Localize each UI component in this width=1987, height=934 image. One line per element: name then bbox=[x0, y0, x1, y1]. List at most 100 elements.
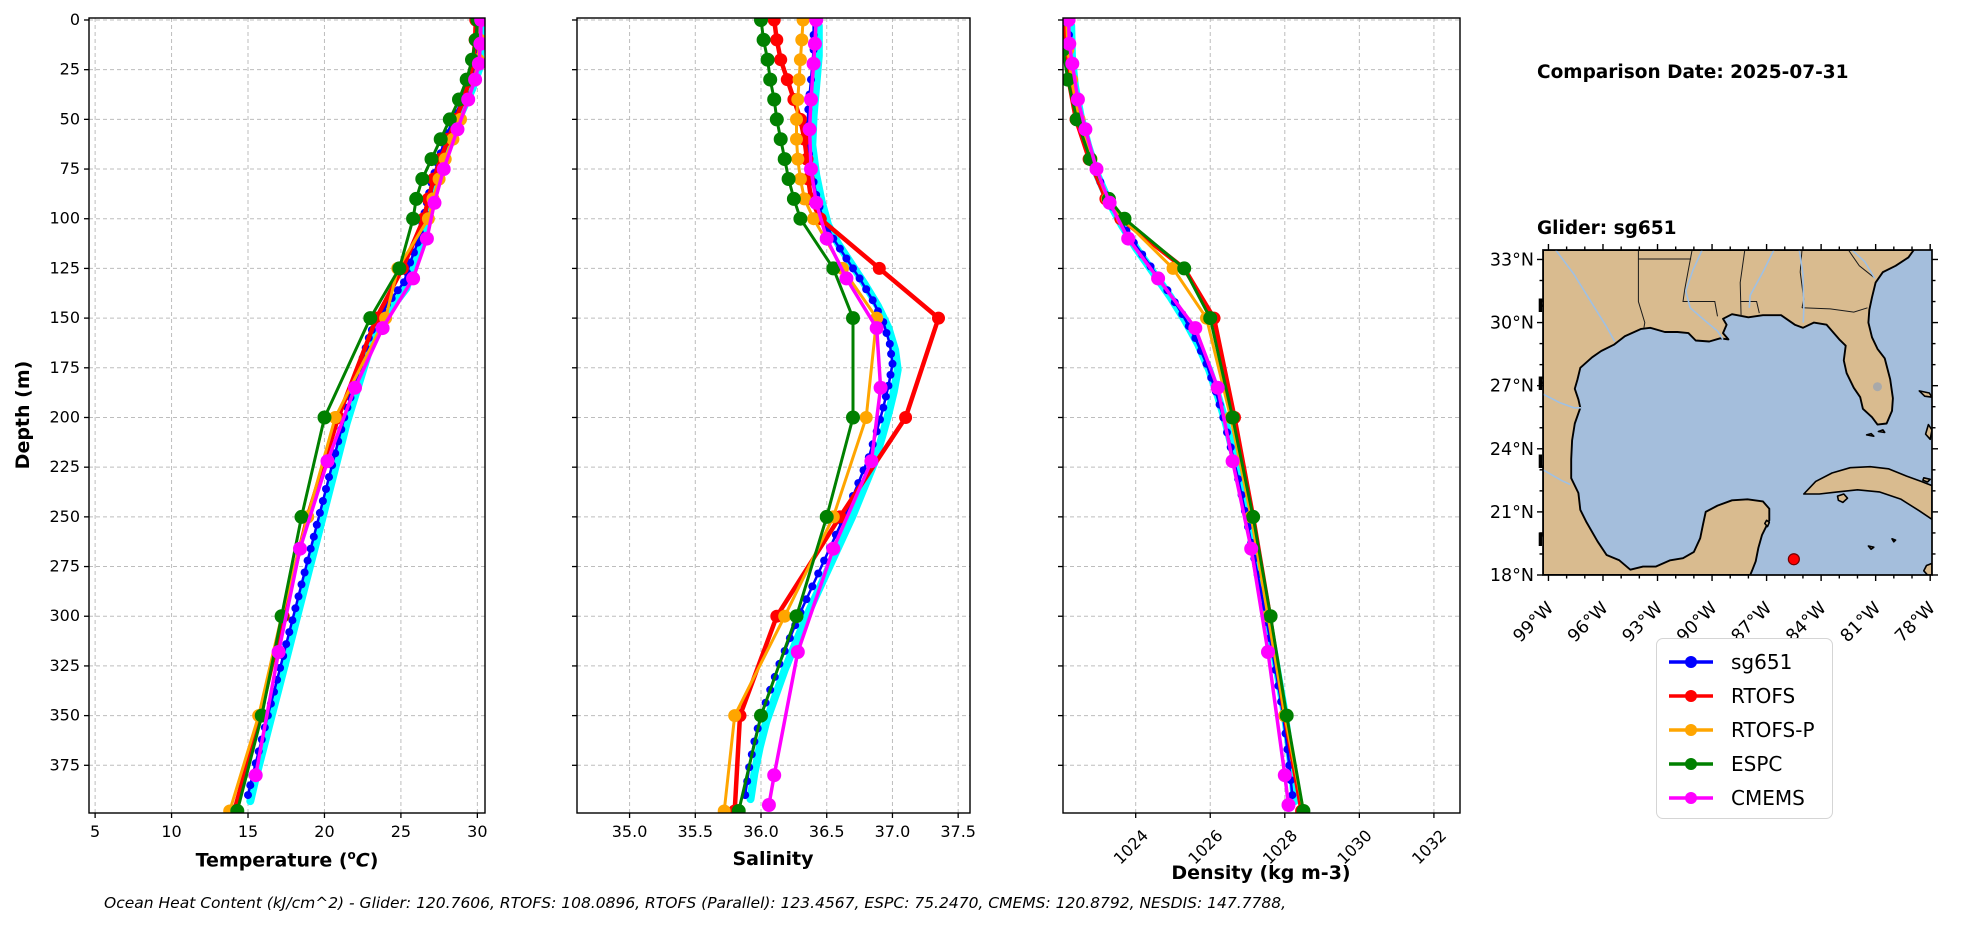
svg-text:125: 125 bbox=[49, 258, 80, 277]
legend-label: CMEMS bbox=[1731, 786, 1805, 810]
tick-labels: 35.0 35.5 36.0 36.5 37.0 37.5 bbox=[612, 822, 976, 841]
legend-label: RTOFS bbox=[1731, 684, 1796, 708]
svg-text:225: 225 bbox=[49, 457, 80, 476]
svg-text:0: 0 bbox=[70, 10, 80, 29]
legend: sg651 RTOFS RTOFS-P ESPC CMEMS bbox=[1656, 638, 1833, 819]
svg-text:27°N: 27°N bbox=[1490, 377, 1534, 397]
svg-text:37.5: 37.5 bbox=[940, 822, 976, 841]
temperature-axis-label: Temperature (oC) bbox=[195, 848, 379, 872]
series-markers-CMEMS bbox=[1063, 18, 1296, 812]
land-polygon bbox=[1543, 250, 1915, 575]
land-polygon bbox=[1803, 465, 1932, 521]
svg-text:35.0: 35.0 bbox=[612, 822, 648, 841]
gulf-of-mexico-map: 18°N21°N24°N27°N30°N33°N99°W 96°W 93°W 90°W… bbox=[1490, 244, 1940, 647]
series-line-CMEMS bbox=[253, 18, 483, 777]
lake bbox=[1872, 382, 1882, 392]
svg-text:25: 25 bbox=[60, 60, 80, 79]
svg-text:375: 375 bbox=[49, 755, 80, 774]
glider-location-marker bbox=[1787, 553, 1800, 566]
legend-marker-icon bbox=[1669, 758, 1713, 770]
svg-text:36.0: 36.0 bbox=[743, 822, 779, 841]
legend-label: sg651 bbox=[1731, 650, 1793, 674]
series-markers-CMEMS bbox=[761, 18, 888, 812]
svg-text:99°W: 99°W bbox=[1510, 598, 1558, 646]
svg-text:100: 100 bbox=[49, 209, 80, 228]
series-line-glider-raw bbox=[746, 21, 902, 804]
ticks bbox=[84, 19, 479, 818]
density-panel: 1024 1026 1028 1030 1032 bbox=[1058, 17, 1461, 868]
legend-marker-icon bbox=[1669, 656, 1713, 668]
legend-item-espc: ESPC bbox=[1657, 747, 1832, 781]
svg-text:36.5: 36.5 bbox=[809, 822, 845, 841]
land-polygon bbox=[1764, 519, 1771, 528]
state-border bbox=[1847, 250, 1875, 278]
series-line-CMEMS bbox=[1066, 18, 1291, 807]
svg-text:200: 200 bbox=[49, 407, 80, 426]
svg-text:96°W: 96°W bbox=[1564, 598, 1612, 646]
land-polygon bbox=[1922, 477, 1931, 483]
svg-text:25: 25 bbox=[391, 822, 411, 841]
svg-text:5: 5 bbox=[90, 822, 100, 841]
river bbox=[1555, 250, 1616, 342]
svg-text:75: 75 bbox=[60, 159, 80, 178]
series-line-RTOFS-P bbox=[1065, 18, 1305, 813]
river bbox=[1851, 250, 1876, 279]
land-polygon bbox=[1867, 545, 1875, 551]
series-markers-ESPC bbox=[731, 18, 860, 813]
state-border bbox=[1801, 307, 1868, 313]
density-series bbox=[1063, 18, 1311, 813]
svg-text:21°N: 21°N bbox=[1490, 503, 1534, 523]
tick-labels: 5 10 15 20 25 3002550751001251501752002252502… bbox=[49, 10, 487, 841]
legend-marker-icon bbox=[1669, 690, 1713, 702]
land-polygon bbox=[1865, 432, 1875, 437]
svg-text:24°N: 24°N bbox=[1490, 440, 1534, 460]
temperature-panel: 5 10 15 20 25 3002550751001251501752002252502… bbox=[49, 10, 487, 841]
salinity-series bbox=[717, 18, 945, 813]
river bbox=[1798, 250, 1805, 323]
ticks bbox=[1058, 19, 1435, 818]
svg-text:300: 300 bbox=[49, 606, 80, 625]
land-polygon bbox=[1923, 562, 1932, 575]
svg-text:1024: 1024 bbox=[1110, 826, 1152, 868]
river bbox=[1684, 250, 1724, 340]
svg-text:30: 30 bbox=[467, 822, 487, 841]
land-polygon bbox=[1877, 429, 1886, 434]
legend-item-cmems: CMEMS bbox=[1657, 781, 1832, 815]
svg-text:325: 325 bbox=[49, 656, 80, 675]
density-axis-label: Density (kg m-3) bbox=[1171, 862, 1351, 884]
svg-text:275: 275 bbox=[49, 557, 80, 576]
river bbox=[1748, 250, 1775, 308]
svg-text:150: 150 bbox=[49, 308, 80, 327]
land-polygon bbox=[1918, 390, 1932, 398]
river bbox=[1543, 393, 1582, 409]
state-border bbox=[1682, 250, 1718, 317]
river bbox=[1543, 469, 1571, 486]
svg-text:78°W: 78°W bbox=[1891, 598, 1939, 646]
series-markers-CMEMS bbox=[248, 18, 485, 783]
state-border bbox=[1739, 250, 1746, 317]
ticks bbox=[572, 19, 959, 818]
legend-label: RTOFS-P bbox=[1731, 718, 1815, 742]
glider-line: Glider: sg651 bbox=[1537, 218, 1677, 239]
svg-text:35.5: 35.5 bbox=[677, 822, 713, 841]
svg-text:18°N: 18°N bbox=[1490, 566, 1534, 586]
legend-label: ESPC bbox=[1731, 752, 1783, 776]
ocean-heat-content-footer: Ocean Heat Content (kJ/cm^2) - Glider: 1… bbox=[104, 894, 1287, 912]
svg-text:20: 20 bbox=[314, 822, 334, 841]
series-line-CMEMS bbox=[767, 18, 883, 807]
land-polygon bbox=[1836, 493, 1849, 504]
svg-text:1032: 1032 bbox=[1408, 826, 1450, 868]
svg-text:350: 350 bbox=[49, 706, 80, 725]
svg-text:250: 250 bbox=[49, 507, 80, 526]
comparison-date-line: Comparison Date: 2025-07-31 bbox=[1537, 62, 1849, 83]
svg-text:37.0: 37.0 bbox=[875, 822, 911, 841]
temperature-series bbox=[223, 18, 485, 813]
state-border bbox=[1740, 301, 1760, 314]
depth-axis-label: Depth (m) bbox=[12, 360, 34, 470]
svg-text:30°N: 30°N bbox=[1490, 314, 1534, 334]
svg-text:81°W: 81°W bbox=[1837, 598, 1885, 646]
svg-text:50: 50 bbox=[60, 109, 80, 128]
svg-text:10: 10 bbox=[161, 822, 181, 841]
legend-item-rtofs-p: RTOFS-P bbox=[1657, 713, 1832, 747]
